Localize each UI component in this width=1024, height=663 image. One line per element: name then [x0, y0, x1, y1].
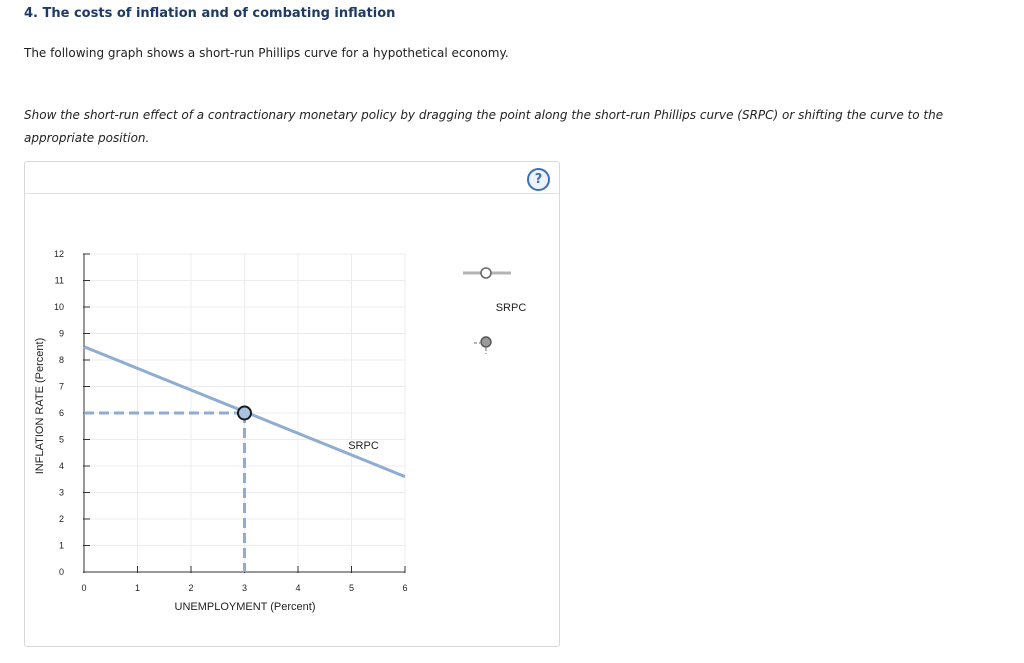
x-tick-label: 6 — [402, 583, 407, 593]
srpc-tool-label: SRPC — [495, 302, 527, 314]
y-tick-label: 2 — [59, 514, 64, 524]
help-icon[interactable]: ? — [527, 168, 550, 191]
y-tick-label: 4 — [59, 461, 64, 471]
x-tick-label: 4 — [295, 583, 300, 593]
intro-text: The following graph shows a short-run Ph… — [24, 46, 509, 60]
y-axis-label: INFLATION RATE (Percent) — [34, 338, 46, 475]
point-icon — [480, 336, 492, 348]
srpc-curve-label: SRPC — [348, 440, 379, 452]
graph-panel: ? 0 1 2 3 4 5 6 7 8 9 10 11 12 0 1 2 3 4 5 6 SRPC INFLATION… — [24, 161, 560, 647]
instruction-text: Show the short-run effect of a contracti… — [24, 108, 944, 145]
y-tick-label: 8 — [59, 355, 64, 365]
y-tick-label: 11 — [55, 276, 64, 286]
x-tick-label: 2 — [188, 583, 193, 593]
x-tick-label: 1 — [135, 583, 140, 593]
y-tick-label: 10 — [54, 302, 64, 312]
x-tick-label: 3 — [242, 583, 247, 593]
x-tick-label: 5 — [349, 583, 354, 593]
y-tick-label: 7 — [59, 382, 64, 392]
panel-toolbar: ? — [25, 162, 559, 194]
y-tick-label: 5 — [59, 435, 64, 445]
x-axis-label: UNEMPLOYMENT (Percent) — [175, 601, 316, 613]
point-tool[interactable] — [474, 336, 492, 354]
y-tick-label: 0 — [59, 567, 64, 577]
y-tick-label: 3 — [59, 488, 64, 498]
y-tick-label: 1 — [59, 541, 64, 551]
y-tick-label: 6 — [59, 408, 64, 418]
line-with-point-icon-handle — [480, 267, 492, 279]
y-tick-label: 12 — [54, 249, 64, 259]
equilibrium-point[interactable] — [237, 405, 252, 421]
srpc-curve-tool[interactable] — [463, 267, 511, 279]
question-title: 4. The costs of inflation and of combati… — [24, 6, 396, 21]
x-tick-label: 0 — [81, 583, 86, 593]
y-tick-label: 9 — [59, 329, 64, 339]
